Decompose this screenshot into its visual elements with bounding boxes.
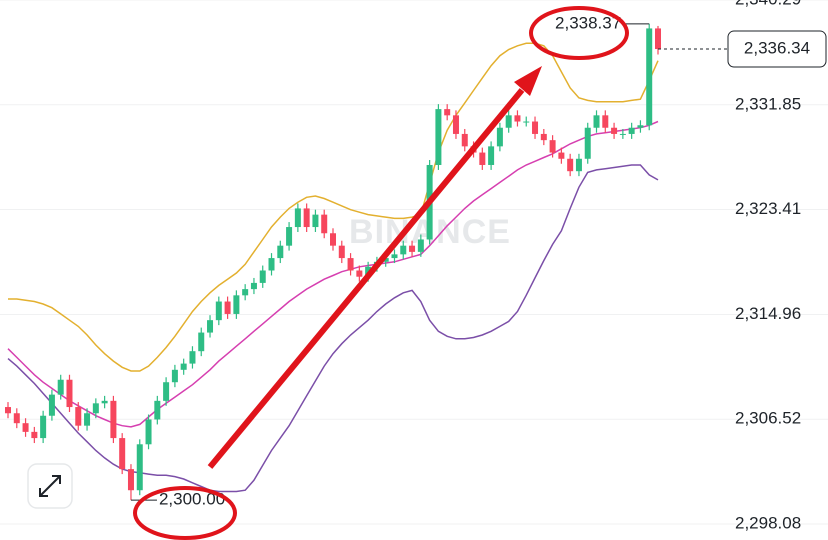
candle-body bbox=[84, 413, 91, 426]
candle-body bbox=[242, 289, 249, 296]
candle-body bbox=[198, 332, 205, 352]
y-tick-label: 2,331.85 bbox=[735, 94, 801, 113]
candle-body bbox=[180, 363, 187, 370]
candle-body bbox=[417, 239, 424, 252]
candle-body bbox=[549, 140, 556, 153]
candle-body bbox=[75, 407, 82, 426]
candle-body bbox=[391, 254, 398, 259]
candle-body bbox=[523, 121, 530, 123]
candles bbox=[5, 23, 661, 501]
candle-body bbox=[382, 258, 389, 262]
candle-body bbox=[13, 413, 20, 424]
candle-body bbox=[496, 127, 503, 147]
expand-button[interactable] bbox=[27, 463, 73, 509]
candle-body bbox=[488, 146, 495, 165]
candle-body bbox=[294, 208, 301, 228]
y-tick-label: 2,306.52 bbox=[735, 409, 801, 428]
candle-body bbox=[602, 115, 609, 128]
candle-body bbox=[215, 301, 222, 321]
candle-body bbox=[277, 245, 284, 259]
candle-body bbox=[136, 444, 143, 491]
candle-body bbox=[31, 431, 38, 439]
candle-body bbox=[593, 115, 600, 128]
candle-body bbox=[347, 258, 354, 271]
candle-body bbox=[127, 469, 134, 491]
candle-body bbox=[101, 400, 108, 404]
candle-body bbox=[303, 208, 310, 228]
candle-body bbox=[558, 152, 565, 159]
candle-body bbox=[48, 394, 55, 416]
candle-body bbox=[154, 400, 161, 420]
candle-body bbox=[66, 379, 73, 408]
candle-body bbox=[268, 258, 275, 271]
candle-body bbox=[57, 379, 64, 395]
candle-body bbox=[286, 227, 293, 246]
candle-body bbox=[40, 415, 47, 439]
candle-body bbox=[584, 127, 591, 159]
candle-body bbox=[646, 28, 653, 126]
candle-body bbox=[338, 245, 345, 259]
candle-body bbox=[207, 320, 214, 333]
candle-body bbox=[5, 407, 11, 414]
candle-body bbox=[444, 109, 451, 116]
last-price-box bbox=[727, 30, 827, 68]
candle-body bbox=[321, 214, 328, 234]
highlight-circle bbox=[133, 486, 237, 540]
y-tick-label: 2,298.08 bbox=[735, 513, 801, 532]
candle-body bbox=[312, 214, 319, 228]
candle-body bbox=[110, 400, 117, 439]
candle-body bbox=[330, 233, 336, 246]
candle-body bbox=[461, 133, 468, 147]
highlight-circle bbox=[529, 6, 629, 60]
candle-body bbox=[619, 133, 626, 135]
candle-body bbox=[233, 295, 240, 314]
candle-body bbox=[479, 152, 486, 165]
low-label: 2,300.00 bbox=[159, 490, 225, 509]
band-line bbox=[7, 120, 659, 428]
trend-arrow-head bbox=[514, 66, 542, 96]
price-labels: 2,338.37 2,300.00 2,336.34 bbox=[130, 13, 827, 509]
candle-body bbox=[224, 301, 231, 314]
candle-body bbox=[575, 158, 582, 172]
candle-body bbox=[628, 127, 635, 134]
candle-body bbox=[435, 109, 442, 165]
trend-arrow bbox=[207, 88, 525, 469]
bollinger-bands bbox=[7, 42, 659, 493]
candle-body bbox=[250, 282, 257, 290]
candle-body bbox=[567, 158, 574, 172]
candle-body bbox=[655, 28, 661, 50]
candle-body bbox=[163, 382, 170, 401]
candle-body bbox=[452, 115, 459, 134]
candle-body bbox=[259, 270, 266, 283]
candle-body bbox=[22, 423, 29, 432]
y-tick-label: 2,340.29 bbox=[735, 0, 801, 8]
candle-body bbox=[409, 245, 416, 252]
candle-body bbox=[171, 369, 178, 383]
candle-body bbox=[356, 270, 363, 277]
candle-body bbox=[119, 438, 126, 470]
candle-body bbox=[637, 125, 644, 128]
y-tick-label: 2,323.41 bbox=[735, 199, 801, 218]
last-price-label: 2,336.34 bbox=[744, 39, 810, 58]
candle-body bbox=[611, 127, 618, 134]
candle-body bbox=[514, 115, 521, 122]
candle-body bbox=[505, 115, 512, 128]
band-line bbox=[7, 164, 659, 493]
candle-body bbox=[145, 419, 152, 445]
high-label: 2,338.37 bbox=[555, 13, 621, 32]
candle-body bbox=[400, 245, 407, 255]
candle-body bbox=[92, 403, 99, 414]
y-tick-label: 2,314.96 bbox=[735, 304, 801, 323]
candle-body bbox=[189, 351, 196, 364]
candle-body bbox=[540, 133, 547, 141]
candle-body bbox=[532, 121, 539, 134]
